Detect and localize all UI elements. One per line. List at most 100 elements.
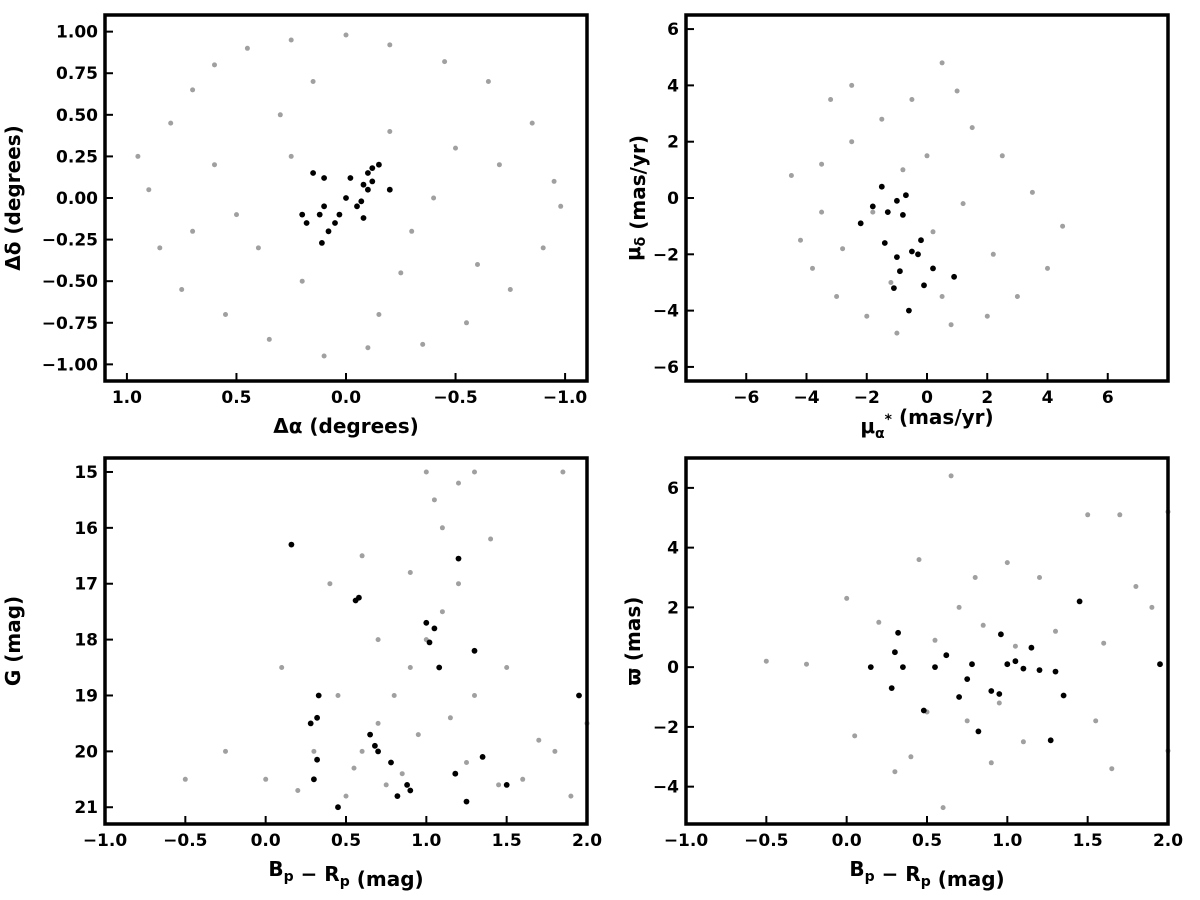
field-point (288, 37, 294, 43)
field-point (415, 732, 421, 738)
x-axis-label: Bp − Rp (mag) (849, 857, 1004, 891)
plot-frame (684, 456, 1170, 826)
y-axis-label: ϖ (mas) (621, 597, 645, 686)
member-point (975, 728, 982, 735)
field-point (939, 294, 945, 299)
field-point (255, 245, 261, 251)
field-point (972, 575, 978, 580)
field-point (190, 228, 196, 234)
member-point (576, 692, 582, 699)
member-point (891, 285, 897, 291)
member-point (988, 688, 995, 694)
x-tick-label: 0.0 (832, 831, 862, 851)
field-point (277, 112, 283, 118)
x-tick-label: −0.5 (433, 388, 477, 408)
x-tick-label: 1.0 (411, 831, 441, 851)
member-point (1004, 661, 1011, 668)
x-tick-label: 4 (1042, 388, 1054, 408)
proper-motions-points (788, 60, 1066, 336)
field-point (1029, 189, 1035, 195)
field-point (299, 278, 305, 284)
field-point (359, 748, 365, 754)
field-point (311, 748, 317, 754)
field-point (464, 760, 469, 765)
field-point (407, 665, 413, 670)
y-tick-label: −6 (653, 358, 679, 378)
member-point (310, 170, 316, 176)
y-axis-label: μδ (mas/yr) (621, 135, 650, 261)
x-tick-label: −0.5 (744, 831, 788, 851)
field-point (990, 251, 996, 257)
member-point (471, 647, 478, 654)
x-tick-label: −1.0 (83, 831, 128, 851)
y-tick-label: −0.75 (42, 314, 98, 334)
y-tick-label: 17 (74, 575, 98, 595)
member-point (335, 804, 341, 811)
field-point (431, 195, 437, 201)
field-point (956, 604, 962, 610)
field-point (439, 609, 445, 615)
x-axis-label: μα* (mas/yr) (860, 405, 993, 442)
field-point (310, 79, 316, 84)
y-tick-label: 0.00 (56, 189, 98, 209)
field-point (529, 120, 535, 126)
panel-proper-motions: −6 −4 −2 0 2 4 6 −6 −4 −2 0 2 4 6 μα* (mas/yr) μδ (mas/… (621, 13, 1170, 442)
field-point (924, 153, 930, 159)
field-point (999, 153, 1005, 159)
member-point (956, 694, 962, 700)
y-tick-label: 6 (667, 479, 679, 499)
member-point (314, 756, 320, 763)
member-point (463, 798, 470, 805)
field-point (892, 769, 898, 775)
y-tick-label: 1.00 (56, 23, 98, 43)
y-tick-label: −0.50 (42, 272, 98, 292)
y-tick-label: −2 (653, 245, 679, 265)
field-point (157, 245, 163, 251)
field-point (980, 622, 986, 628)
field-point (472, 469, 477, 475)
x-tick-label: 0.0 (331, 388, 361, 408)
member-point (920, 707, 927, 714)
member-point (431, 625, 438, 632)
field-point (488, 536, 494, 542)
field-point (948, 322, 954, 328)
field-point (763, 658, 769, 664)
member-point (479, 754, 486, 760)
field-point (335, 693, 341, 698)
y-tick-label: 16 (74, 519, 98, 539)
field-point (212, 162, 217, 168)
member-point (857, 220, 864, 227)
field-point (844, 595, 850, 601)
member-point (894, 254, 900, 260)
x-tick-label: 1.5 (492, 831, 522, 851)
x-tick-label: 1.0 (112, 388, 142, 408)
field-point (182, 776, 188, 782)
field-point (507, 287, 513, 292)
field-point (399, 771, 405, 777)
member-point (325, 228, 332, 235)
member-point (964, 676, 971, 682)
member-point (365, 186, 371, 193)
field-point (190, 87, 196, 93)
field-point (879, 116, 885, 122)
field-point (1093, 718, 1099, 724)
field-point (168, 120, 174, 126)
member-point (452, 770, 459, 777)
field-point (568, 793, 574, 799)
field-point (504, 665, 510, 670)
x-axis-label: Δα (degrees) (273, 414, 419, 438)
field-point (1004, 560, 1010, 566)
member-point (1020, 665, 1027, 672)
member-point (1012, 658, 1019, 665)
field-point (1060, 223, 1066, 229)
plot-frame (684, 13, 1170, 383)
field-point (1109, 766, 1115, 772)
member-point (867, 664, 874, 670)
member-point (388, 759, 394, 766)
field-point (407, 570, 413, 575)
field-point (916, 557, 922, 563)
member-point (288, 541, 295, 548)
x-tick-label: 6 (1102, 388, 1114, 408)
field-point (939, 60, 945, 66)
x-tick-label: 1.5 (1073, 831, 1103, 851)
